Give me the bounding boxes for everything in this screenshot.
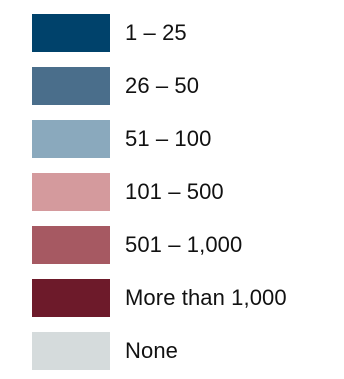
legend-swatch [32, 173, 110, 211]
legend-label: 501 – 1,000 [125, 232, 243, 257]
legend-item-1-25: 1 – 25 [32, 8, 287, 58]
legend-swatch [32, 226, 110, 264]
legend-label: More than 1,000 [125, 285, 287, 310]
legend-item-101-500: 101 – 500 [32, 167, 287, 217]
legend-label: 51 – 100 [125, 126, 212, 151]
legend-item-51-100: 51 – 100 [32, 114, 287, 164]
legend-label: 101 – 500 [125, 179, 224, 204]
legend-label: 26 – 50 [125, 73, 200, 98]
legend-item-26-50: 26 – 50 [32, 61, 287, 111]
legend-swatch [32, 67, 110, 105]
legend-item-501-1000: 501 – 1,000 [32, 220, 287, 270]
legend-label: 1 – 25 [125, 20, 187, 45]
legend-item-more-than-1000: More than 1,000 [32, 273, 287, 323]
legend: 1 – 25 26 – 50 51 – 100 101 – 500 501 – … [32, 8, 287, 379]
legend-swatch [32, 332, 110, 370]
legend-swatch [32, 120, 110, 158]
legend-item-none: None [32, 326, 287, 376]
legend-swatch [32, 14, 110, 52]
legend-label: None [125, 338, 178, 363]
legend-swatch [32, 279, 110, 317]
